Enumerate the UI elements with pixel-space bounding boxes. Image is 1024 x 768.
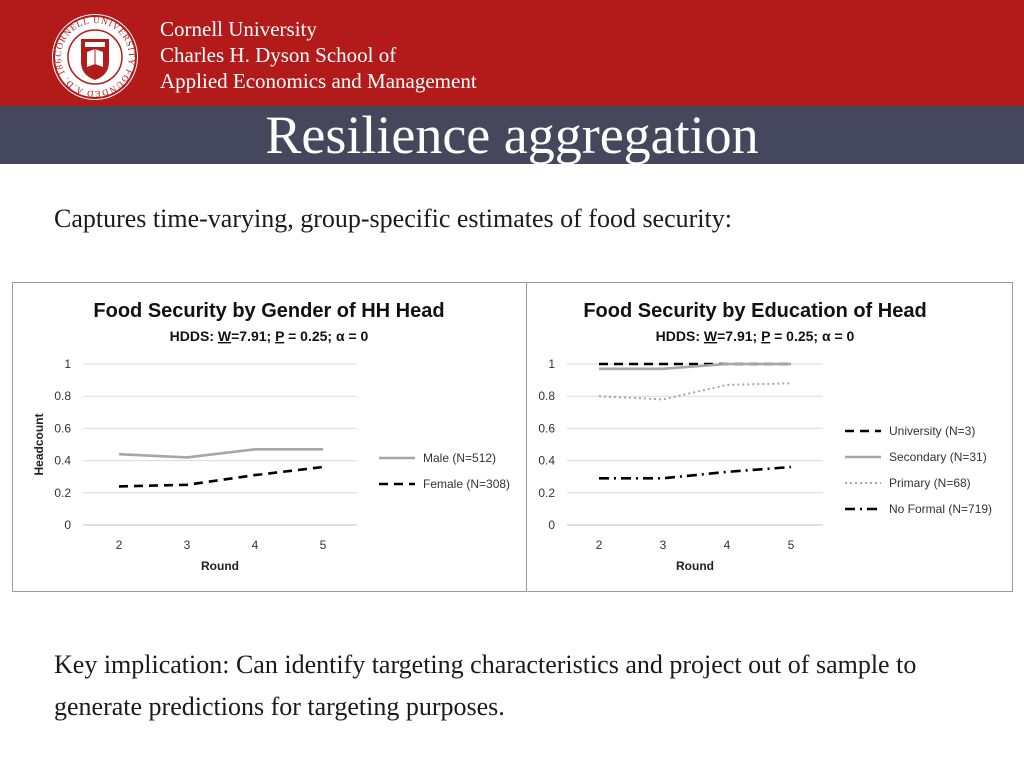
y-tick-label: 0.2 <box>538 486 555 500</box>
chart-subtitle-part: = 0.25; α = 0 <box>770 328 854 344</box>
x-tick-label: 3 <box>184 538 191 552</box>
y-tick-label: 0.2 <box>54 486 71 500</box>
y-tick-label: 0 <box>548 518 555 532</box>
series-line-1 <box>118 465 324 488</box>
y-tick-label: 0.4 <box>538 454 555 468</box>
header-band <box>0 0 1024 106</box>
chart-0: Food Security by Gender of HH Head HDDS: … <box>32 300 510 573</box>
x-tick-label: 5 <box>320 538 327 552</box>
chart-subtitle: HDDS: W=7.91; P = 0.25; α = 0 <box>656 328 855 344</box>
y-tick-label: 0.4 <box>54 454 71 468</box>
chart-education-panel: Food Security by Education of Head HDDS: … <box>526 282 1013 592</box>
x-tick-label: 5 <box>788 538 795 552</box>
y-axis-label: Headcount <box>32 413 46 475</box>
chart-subtitle-part: P <box>275 328 284 344</box>
y-tick-label: 0.6 <box>538 421 555 435</box>
chart-subtitle-part: HDDS: <box>656 328 704 344</box>
x-tick-label: 2 <box>116 538 123 552</box>
legend-label: No Formal (N=719) <box>889 502 992 516</box>
series-line-1 <box>599 362 791 371</box>
chart-subtitle-part: P <box>761 328 770 344</box>
series-line-2 <box>598 382 792 401</box>
department-line: Applied Economics and Management <box>160 69 477 93</box>
intro-text: Captures time-varying, group-specific es… <box>54 204 732 233</box>
legend-label: Male (N=512) <box>423 451 496 465</box>
chart-subtitle-part: =7.91; <box>231 328 275 344</box>
y-tick-label: 0 <box>64 518 71 532</box>
chart-subtitle-part: W <box>218 328 232 344</box>
x-tick-label: 2 <box>596 538 603 552</box>
x-axis-label: Round <box>201 559 239 573</box>
chart-subtitle-part: HDDS: <box>170 328 218 344</box>
chart-gender-panel: Food Security by Gender of HH Head HDDS: … <box>12 282 527 592</box>
y-tick-label: 0.8 <box>538 389 555 403</box>
page-title: Resilience aggregation <box>265 105 759 165</box>
y-tick-label: 0.6 <box>54 421 71 435</box>
chart-subtitle-part: = 0.25; α = 0 <box>284 328 368 344</box>
y-tick-label: 1 <box>548 357 555 371</box>
chart-title: Food Security by Gender of HH Head <box>93 300 444 322</box>
chart-subtitle: HDDS: W=7.91; P = 0.25; α = 0 <box>170 328 369 344</box>
chart-subtitle-part: W <box>704 328 718 344</box>
legend-label: Primary (N=68) <box>889 476 971 490</box>
legend-label: University (N=3) <box>889 424 975 438</box>
chart-1: Food Security by Education of Head HDDS: … <box>538 300 992 573</box>
school-line: Charles H. Dyson School of <box>160 43 397 67</box>
university-name: Cornell University Charles H. Dyson Scho… <box>160 16 477 94</box>
x-axis-label: Round <box>676 559 714 573</box>
x-tick-label: 4 <box>724 538 731 552</box>
x-tick-label: 4 <box>252 538 259 552</box>
cornell-seal-logo: CORNELL UNIVERSITY FOUNDED A.D. 1865 <box>50 12 138 100</box>
series-line-3 <box>599 465 792 480</box>
legend-label: Secondary (N=31) <box>889 450 987 464</box>
y-tick-label: 1 <box>64 357 71 371</box>
chart-title: Food Security by Education of Head <box>583 300 926 322</box>
legend-label: Female (N=308) <box>423 477 510 491</box>
chart-subtitle-part: =7.91; <box>717 328 761 344</box>
series-line-0 <box>118 448 323 459</box>
x-tick-label: 3 <box>660 538 667 552</box>
university-line: Cornell University <box>160 17 317 41</box>
y-tick-label: 0.8 <box>54 389 71 403</box>
implication-text: Key implication: Can identify targeting … <box>54 650 917 721</box>
title-band <box>0 106 1024 164</box>
